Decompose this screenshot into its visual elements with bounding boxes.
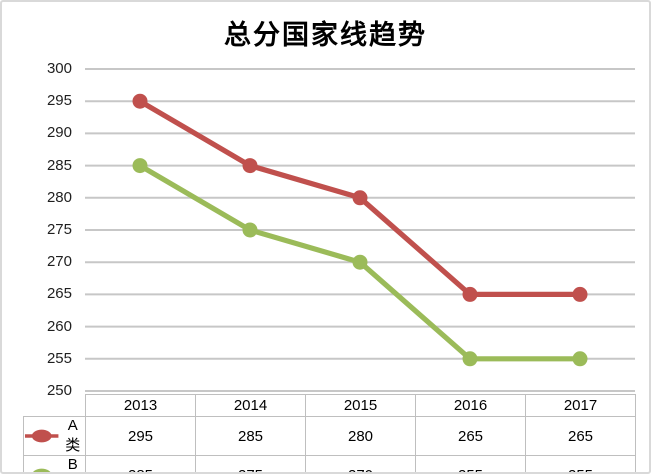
legend-key-icon (33, 468, 51, 472)
data-point-marker (352, 190, 368, 206)
data-point-marker (572, 351, 588, 367)
legend-key-icon (24, 429, 59, 443)
table-row: A类 295 285 280 265 265 (23, 416, 636, 456)
data-table: 20132014201520162017A类295285280265265B类2… (23, 394, 636, 473)
table-header-cell: 2014 (195, 394, 306, 417)
y-axis-tick-label: 275 (46, 221, 72, 238)
table-header-cell: 2016 (415, 394, 526, 417)
y-axis-tick-label: 280 (46, 188, 72, 206)
table-value-cell: 265 (415, 416, 526, 456)
y-axis-tick-label: 260 (46, 317, 72, 335)
table-value-cell: 280 (305, 416, 416, 456)
table-header-cell: 2015 (305, 394, 416, 417)
data-point-marker (242, 158, 258, 174)
table-header-cell: 2013 (85, 394, 196, 417)
table-value-cell: 285 (85, 455, 196, 472)
data-point-marker (132, 158, 148, 174)
legend-label: B类 (67, 456, 78, 473)
chart-title: 总分国家线趋势 (224, 20, 427, 51)
y-axis-tick-label: 290 (46, 124, 72, 142)
data-point-marker (572, 286, 588, 302)
data-point-marker (132, 93, 148, 109)
table-corner-cell (24, 395, 86, 417)
y-axis-tick-label: 285 (46, 156, 72, 174)
y-axis-tick-label: 300 (46, 60, 72, 77)
data-point-marker (242, 222, 258, 238)
legend-cell: A类 (23, 416, 86, 456)
table-value-cell: 275 (195, 455, 306, 472)
y-axis-tick-label: 295 (46, 92, 72, 110)
legend-label: A类 (65, 417, 81, 454)
y-axis-tick-label: 255 (46, 349, 72, 367)
legend-entry: A类 (24, 417, 85, 455)
legend-marker (33, 468, 51, 472)
legend-cell: B类 (23, 455, 86, 473)
table-value-cell: 265 (525, 416, 636, 456)
legend-entry: B类 (24, 456, 85, 473)
y-axis-tick-label: 270 (46, 253, 72, 271)
data-point-marker (462, 286, 478, 302)
data-point-marker (352, 254, 368, 270)
legend-marker (31, 429, 52, 443)
table-header-row: 2013 2014 2015 2016 2017 (24, 394, 636, 417)
table-header-cell: 2017 (525, 394, 636, 417)
table-value-cell: 285 (195, 416, 306, 456)
table-value-cell: 255 (415, 455, 526, 472)
y-axis-tick-label: 265 (46, 285, 72, 303)
y-axis-tick-label: 250 (46, 382, 72, 399)
table-row: B类285275270255255 (23, 455, 636, 473)
data-point-marker (462, 351, 478, 367)
table-value-cell: 255 (525, 455, 636, 472)
table-value-cell: 295 (85, 416, 196, 456)
table-value-cell: 270 (305, 455, 416, 472)
